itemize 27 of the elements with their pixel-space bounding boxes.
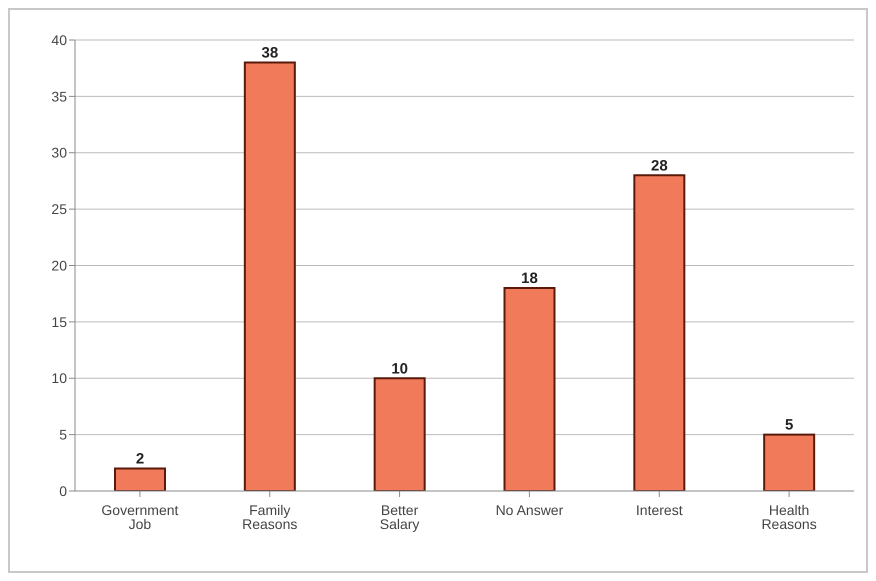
y-tick-label: 5 [59, 426, 68, 443]
y-tick-label: 15 [51, 314, 68, 330]
bar [633, 174, 686, 491]
data-label: 2 [136, 450, 144, 468]
y-tick-label: 20 [51, 257, 68, 274]
data-label: 28 [650, 157, 668, 174]
data-label: 18 [521, 270, 538, 288]
y-tick-label: 0 [59, 482, 68, 499]
x-tick-label: Interest [636, 502, 683, 518]
x-tick-label: Better Salary [380, 502, 420, 532]
bar [114, 467, 166, 491]
y-tick-label: 30 [51, 144, 68, 161]
x-tick-label: Government Job [101, 502, 179, 532]
x-tick-label: Health Reasons [761, 502, 817, 532]
x-tick-label: No Answer [496, 502, 564, 518]
y-tick-label: 10 [51, 370, 68, 386]
data-label: 5 [784, 416, 794, 434]
bar [504, 287, 556, 491]
data-label: 38 [261, 44, 278, 62]
x-tick-label: Family Reasons [242, 502, 298, 532]
data-label: 10 [391, 360, 408, 378]
y-tick-label: 25 [51, 201, 68, 218]
bar [244, 62, 296, 491]
bar [763, 434, 816, 491]
y-tick-label: 35 [51, 88, 68, 104]
y-tick-label: 40 [51, 32, 68, 48]
bar [374, 377, 426, 491]
